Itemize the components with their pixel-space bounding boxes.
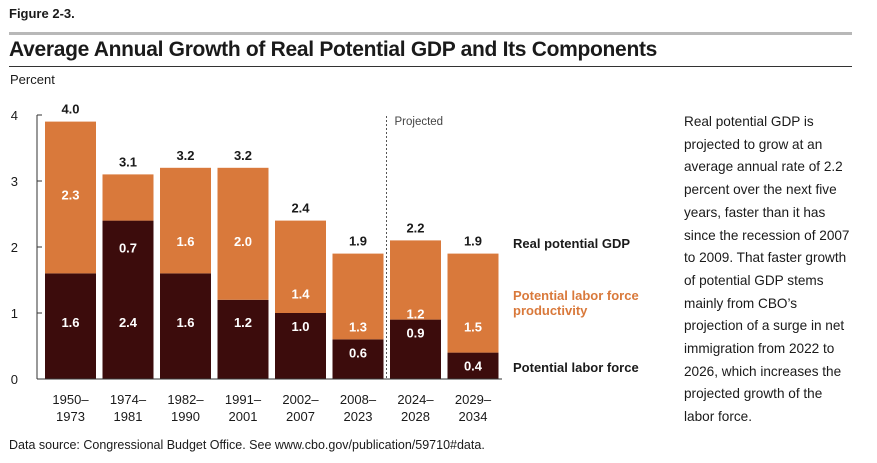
y-axis-label: Percent xyxy=(10,72,55,87)
bar-label-labor-force: 1.6 xyxy=(176,315,194,330)
figure-label: Figure 2-3. xyxy=(9,6,75,21)
bar-label-labor-force: 2.4 xyxy=(119,315,138,330)
x-tick-label: 1990 xyxy=(171,409,200,424)
y-tick-label: 3 xyxy=(11,174,18,189)
x-tick-label: 2024– xyxy=(397,392,434,407)
x-tick-label: 2007 xyxy=(286,409,315,424)
bar-productivity xyxy=(447,253,499,353)
bar-productivity xyxy=(275,220,326,313)
x-tick-label: 2028 xyxy=(401,409,430,424)
bar-label-total: 3.1 xyxy=(119,154,137,169)
bar-labor-force xyxy=(45,273,96,379)
bar-label-labor-force: 0.4 xyxy=(464,359,483,374)
bar-label-productivity: 1.6 xyxy=(176,234,194,249)
chart-description: Real potential GDP is projected to grow … xyxy=(684,114,850,425)
bar-label-productivity: 2.3 xyxy=(61,188,79,203)
bar-labor-force xyxy=(390,319,441,379)
bar-label-total: 2.2 xyxy=(406,220,424,235)
y-tick-label: 1 xyxy=(11,306,18,321)
bar-label-labor-force: 1.6 xyxy=(61,315,79,330)
bar-label-total: 3.2 xyxy=(176,148,194,163)
legend-real-potential-gdp: Real potential GDP xyxy=(513,236,630,251)
bar-label-productivity: 0.7 xyxy=(119,240,137,255)
legend-labor-force: Potential labor force xyxy=(513,360,639,375)
bar-labor-force xyxy=(217,299,269,379)
bar-labor-force xyxy=(160,273,211,379)
bar-label-productivity: 1.4 xyxy=(291,287,310,302)
bar-productivity xyxy=(45,121,96,274)
top-rule xyxy=(9,32,852,35)
bar-label-labor-force: 1.0 xyxy=(291,319,309,334)
x-tick-label: 2023 xyxy=(344,409,373,424)
bar-label-total: 4.0 xyxy=(61,102,79,117)
x-tick-label: 1950– xyxy=(52,392,89,407)
x-tick-label: 1973 xyxy=(56,409,85,424)
source-note: Data source: Congressional Budget Office… xyxy=(9,438,485,452)
legend-productivity-line1: Potential labor force xyxy=(513,288,639,303)
legend-productivity-line2: productivity xyxy=(513,303,588,318)
bar-label-labor-force: 1.2 xyxy=(234,315,252,330)
bar-label-total: 1.9 xyxy=(464,234,482,249)
x-tick-label: 2029– xyxy=(455,392,492,407)
y-tick-label: 4 xyxy=(11,108,18,123)
y-tick-label: 0 xyxy=(11,372,18,387)
projected-label: Projected xyxy=(395,116,444,128)
x-tick-label: 2002– xyxy=(282,392,319,407)
bar-productivity xyxy=(160,167,211,274)
bar-labor-force xyxy=(275,313,326,379)
bar-labor-force xyxy=(447,352,499,379)
source-link[interactable]: www.cbo.gov/publication/59710#data xyxy=(274,438,482,452)
bar-label-total: 3.2 xyxy=(234,148,252,163)
bar-labor-force xyxy=(332,339,384,379)
bar-productivity xyxy=(332,253,384,340)
x-tick-label: 1981 xyxy=(114,409,143,424)
x-tick-label: 1982– xyxy=(167,392,204,407)
bar-label-labor-force: 0.6 xyxy=(349,345,367,360)
bar-label-total: 2.4 xyxy=(291,201,310,216)
y-tick-label: 2 xyxy=(11,240,18,255)
bar-label-productivity: 1.3 xyxy=(349,320,367,335)
x-tick-label: 1974– xyxy=(110,392,147,407)
bar-productivity xyxy=(390,240,441,320)
x-tick-label: 1991– xyxy=(225,392,262,407)
bar-label-total: 1.9 xyxy=(349,234,367,249)
x-tick-label: 2034 xyxy=(459,409,488,424)
x-tick-label: 2008– xyxy=(340,392,377,407)
x-tick-label: 2001 xyxy=(229,409,258,424)
bar-labor-force xyxy=(102,220,154,379)
bar-productivity xyxy=(102,174,154,221)
bar-label-productivity: 1.5 xyxy=(464,320,482,335)
chart-title: Average Annual Growth of Real Potential … xyxy=(9,38,658,61)
bar-productivity xyxy=(217,167,269,300)
bar-label-labor-force: 0.9 xyxy=(406,326,424,341)
bar-label-productivity: 1.2 xyxy=(406,306,424,321)
bar-label-productivity: 2.0 xyxy=(234,234,252,249)
title-rule xyxy=(9,66,852,67)
source-suffix: . xyxy=(481,438,485,452)
source-text: Data source: Congressional Budget Office… xyxy=(9,438,275,452)
